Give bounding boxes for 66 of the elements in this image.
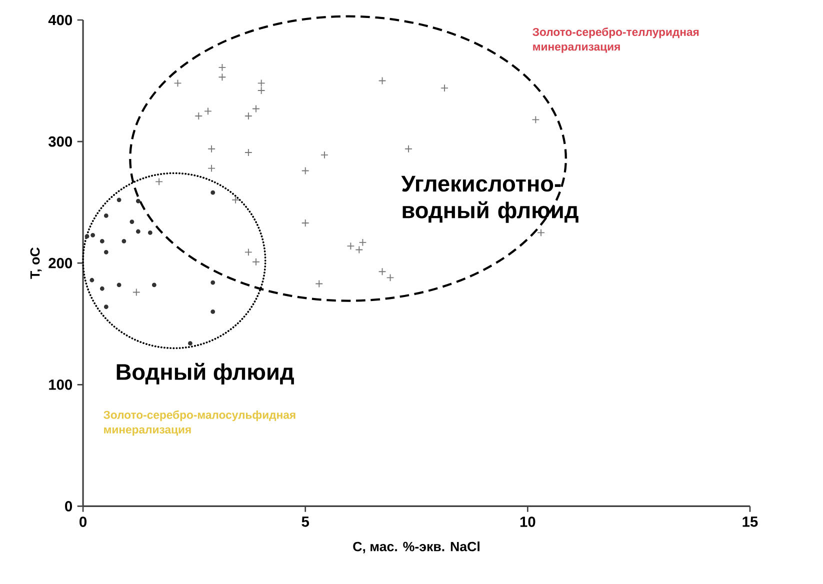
point bbox=[301, 166, 310, 175]
point bbox=[532, 116, 540, 124]
y-tick-label: 300 bbox=[48, 136, 72, 147]
y-tick-label: 100 bbox=[49, 379, 72, 390]
point bbox=[218, 63, 226, 72]
point bbox=[210, 309, 216, 314]
x-tick-label: 5 bbox=[302, 516, 310, 527]
point bbox=[440, 84, 448, 92]
point bbox=[90, 232, 96, 238]
point bbox=[104, 304, 108, 309]
point bbox=[136, 198, 140, 204]
point bbox=[84, 234, 90, 238]
point bbox=[188, 341, 192, 346]
point bbox=[404, 144, 412, 153]
point bbox=[346, 242, 355, 250]
point bbox=[194, 112, 203, 120]
point bbox=[132, 288, 140, 296]
point bbox=[100, 238, 104, 244]
point bbox=[320, 150, 328, 159]
point bbox=[301, 218, 310, 227]
point bbox=[208, 144, 216, 153]
point bbox=[148, 230, 152, 235]
x-tick-label: 10 bbox=[520, 516, 536, 527]
point bbox=[218, 73, 226, 81]
point bbox=[210, 190, 216, 195]
point bbox=[116, 282, 122, 288]
point bbox=[257, 86, 266, 94]
x-axis-title: C, мас. %-экв. NaCl bbox=[353, 541, 480, 554]
point bbox=[130, 219, 134, 224]
point bbox=[386, 274, 394, 282]
y-tick-label: 400 bbox=[48, 14, 72, 26]
point bbox=[378, 268, 386, 276]
point bbox=[244, 248, 252, 256]
point bbox=[104, 250, 108, 254]
point bbox=[244, 112, 252, 120]
point bbox=[252, 258, 260, 266]
x-tick-label: 0 bbox=[80, 516, 87, 527]
x-tick-label: 15 bbox=[742, 516, 758, 527]
point bbox=[204, 107, 212, 115]
point bbox=[116, 198, 122, 202]
point bbox=[378, 76, 386, 85]
annotation: Водный флюид bbox=[116, 362, 294, 384]
point bbox=[104, 213, 108, 218]
y-axis-title: T, oC bbox=[30, 247, 42, 279]
point bbox=[210, 280, 216, 285]
point bbox=[252, 104, 260, 113]
point bbox=[244, 148, 252, 156]
point bbox=[355, 246, 364, 254]
annotation: Углекислотно-водный флюид bbox=[401, 176, 578, 223]
point bbox=[257, 79, 266, 88]
point bbox=[174, 79, 182, 88]
point bbox=[232, 196, 240, 204]
y-tick-label: 200 bbox=[48, 258, 72, 268]
point bbox=[122, 238, 126, 244]
point bbox=[152, 282, 156, 288]
point bbox=[136, 229, 140, 234]
point bbox=[90, 278, 94, 282]
annotation: Золото-серебро-теллуридная минерализация bbox=[532, 27, 699, 53]
point bbox=[537, 228, 545, 237]
annotation: Золото-серебро-малосульфидная минерализация bbox=[104, 410, 296, 436]
point bbox=[208, 164, 216, 172]
point bbox=[358, 238, 367, 246]
point bbox=[100, 286, 104, 291]
point bbox=[315, 280, 324, 288]
point bbox=[155, 178, 164, 186]
y-tick-label: 0 bbox=[65, 500, 72, 512]
